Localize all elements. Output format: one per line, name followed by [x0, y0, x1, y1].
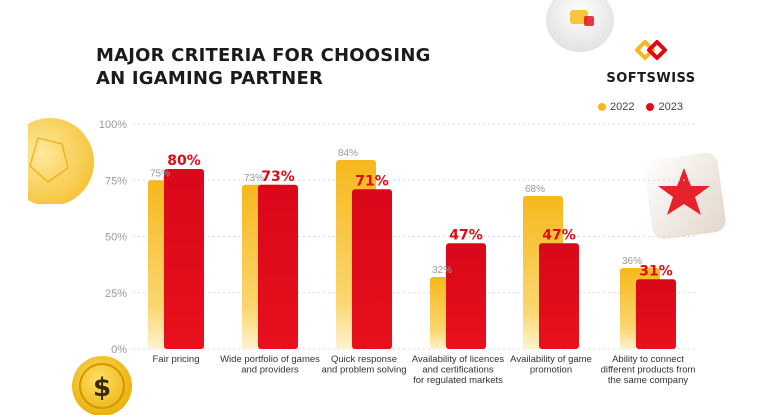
bar-2023-3	[446, 243, 486, 349]
bar-2023-0	[164, 169, 204, 349]
data-label-2022-1: 73%	[244, 173, 264, 184]
data-label-2022-4: 68%	[525, 184, 545, 195]
coin-decoration: $	[72, 356, 132, 415]
data-label-2023-1: 73%	[261, 169, 295, 185]
y-tick-label: 50%	[105, 232, 127, 244]
data-label-2023-2: 71%	[355, 173, 389, 189]
legend-item-2023: 2023	[646, 101, 683, 113]
legend-label-2023: 2023	[658, 101, 683, 113]
bar-2023-1	[258, 184, 298, 349]
soccer-ball-decoration	[28, 118, 94, 204]
x-category-label: Availability of game promotion	[510, 354, 592, 376]
x-category-label: Wide portfolio of games and providers	[220, 354, 320, 376]
data-label-2022-5: 36%	[622, 256, 642, 267]
data-label-2023-0: 80%	[167, 153, 201, 169]
chart-title-line-1: MAJOR CRITERIA FOR CHOOSING	[96, 45, 431, 66]
legend-swatch-2023	[646, 103, 655, 111]
softswiss-logo-icon	[635, 40, 667, 60]
data-label-2023-3: 47%	[449, 227, 483, 243]
bar-2023-4	[539, 243, 579, 349]
brand-name: SOFTSWISS	[606, 71, 696, 86]
y-tick-label: 100%	[99, 119, 127, 131]
star-cube-decoration	[644, 152, 726, 240]
x-category-label: Availability of licences and certificatio…	[412, 354, 504, 386]
data-label-2022-2: 84%	[338, 148, 358, 159]
legend-label-2022: 2022	[610, 101, 635, 113]
chart-legend: 2022 2023	[598, 101, 683, 113]
y-tick-label: 75%	[105, 175, 127, 187]
bar-2023-5	[636, 279, 676, 349]
svg-text:$: $	[93, 373, 111, 403]
data-label-2022-0: 75%	[150, 168, 170, 179]
softswiss-logo: SOFTSWISS	[606, 36, 696, 86]
chart-title: MAJOR CRITERIA FOR CHOOSING AN IGAMING P…	[96, 44, 431, 90]
data-label-2022-3: 32%	[432, 265, 452, 276]
x-category-label: Quick response and problem solving	[321, 354, 406, 376]
data-label-2023-4: 47%	[542, 227, 576, 243]
x-category-label: Ability to connect different products fro…	[601, 354, 696, 386]
bar-2023-2	[352, 189, 392, 349]
y-tick-label: 25%	[105, 288, 127, 300]
legend-swatch-2022	[598, 103, 606, 111]
legend-item-2022: 2022	[598, 101, 634, 113]
x-category-label: Fair pricing	[153, 354, 200, 365]
chart-title-line-2: AN IGAMING PARTNER	[96, 68, 324, 89]
y-tick-label: 0%	[111, 344, 127, 356]
dice-decoration	[546, 0, 614, 52]
data-label-2023-5: 31%	[639, 263, 673, 279]
